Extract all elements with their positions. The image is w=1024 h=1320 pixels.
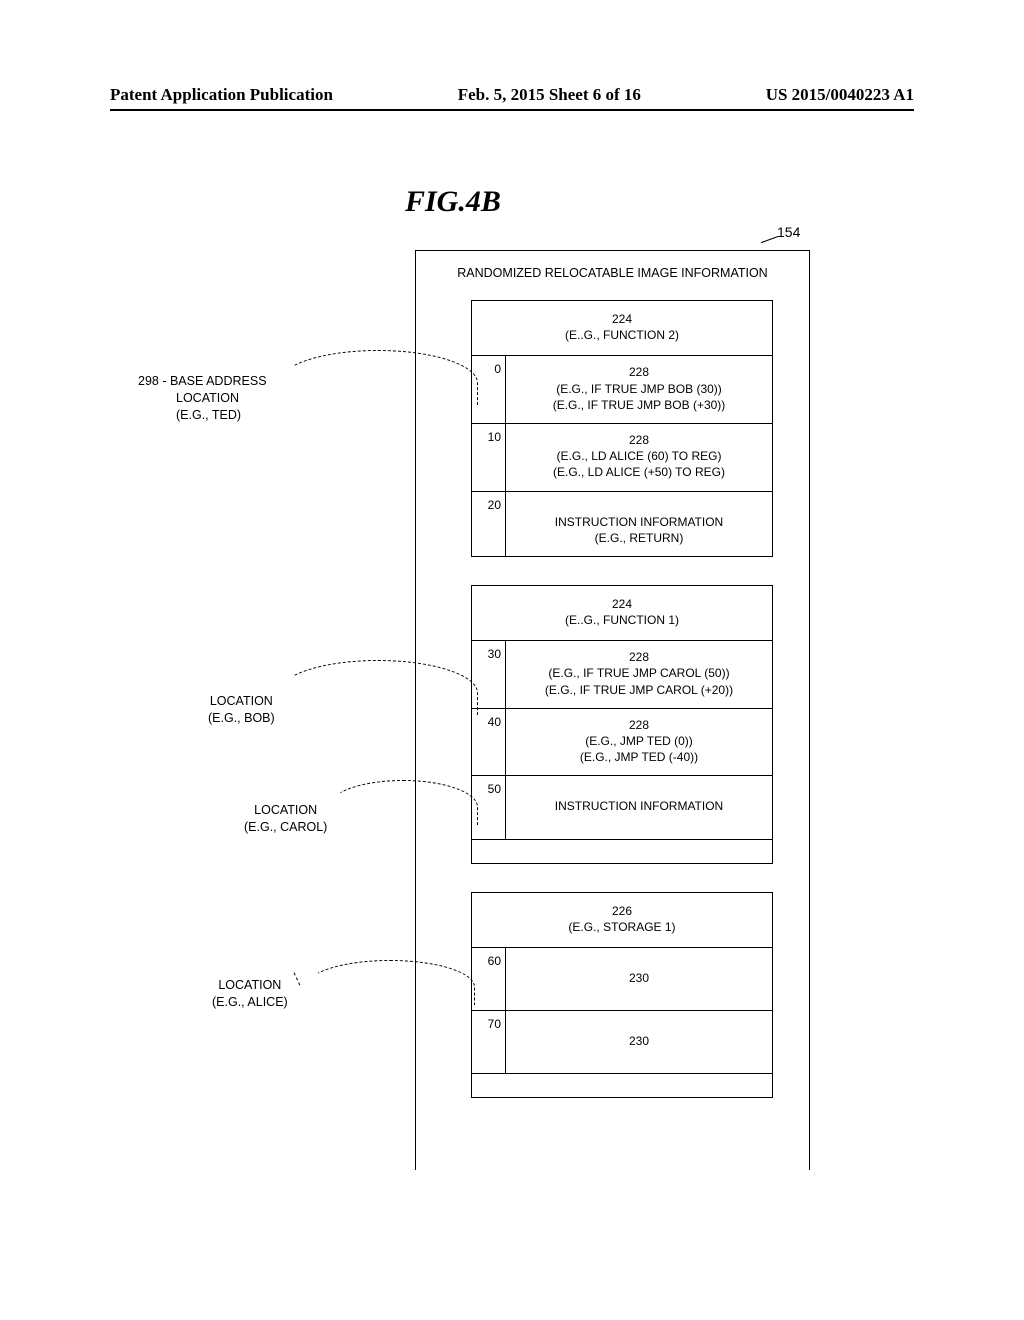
label-298-base-address: 298 - BASE ADDRESS LOCATION (E.G., TED) [138,373,267,424]
label-bob: LOCATION (E.G., BOB) [208,693,275,727]
section-ref-label: (E..G., FUNCTION 2) [565,328,679,342]
ref-num: 230 [629,971,649,985]
offset-cell: 60 [472,948,506,1010]
table-row: 20 INSTRUCTION INFORMATION (E.G., RETURN… [472,491,772,556]
content-cell: 230 [506,948,772,1010]
label-line: (E.G., BOB) [208,711,275,725]
label-line: (E.G., ALICE) [212,995,288,1009]
label-line: LOCATION [218,978,281,992]
instr-line: (E.G., LD ALICE (60) TO REG) [557,449,722,463]
instr-line: (E.G., JMP TED (0)) [585,734,693,748]
instr-line: INSTRUCTION INFORMATION [555,799,723,813]
section-ref-label: (E..G., FUNCTION 1) [565,613,679,627]
figure-title: FIG.4B [405,185,501,219]
instr-line: (E.G., IF TRUE JMP BOB (30)) [556,382,722,396]
connector-arc-alice [305,960,475,1005]
ref-154-leader [761,236,778,243]
section-function-2: 224 (E..G., FUNCTION 2) 0 228 (E.G., IF … [471,300,773,557]
content-cell: INSTRUCTION INFORMATION (E.G., RETURN) [506,492,772,556]
instr-line: (E.G., IF TRUE JMP CAROL (50)) [548,666,729,680]
instr-line: (E.G., RETURN) [595,531,684,545]
main-title: RANDOMIZED RELOCATABLE IMAGE INFORMATION [416,251,809,300]
table-row: 10 228 (E.G., LD ALICE (60) TO REG) (E.G… [472,423,772,491]
label-line: 298 - BASE ADDRESS [138,374,267,388]
section-tail-space [472,1073,772,1097]
table-row: 30 228 (E.G., IF TRUE JMP CAROL (50)) (E… [472,640,772,708]
header-left: Patent Application Publication [110,85,333,105]
instr-line: (E.G., IF TRUE JMP CAROL (+20)) [545,683,733,697]
section-header: 226 (E.G., STORAGE 1) [472,893,772,947]
section-ref-label: (E.G., STORAGE 1) [568,920,675,934]
section-storage-1: 226 (E.G., STORAGE 1) 60 230 70 230 [471,892,773,1099]
content-cell: 230 [506,1011,772,1073]
ref-num: 228 [629,433,649,447]
offset-cell: 20 [472,492,506,556]
table-row: 60 230 [472,947,772,1010]
label-line: (E.G., CAROL) [244,820,327,834]
instr-line: INSTRUCTION INFORMATION [555,515,723,529]
header-right: US 2015/0040223 A1 [766,85,914,105]
label-line: LOCATION [210,694,273,708]
section-tail-space [472,839,772,863]
label-line: LOCATION [254,803,317,817]
content-cell: 228 (E.G., IF TRUE JMP BOB (30)) (E.G., … [506,356,772,423]
ref-num: 228 [629,650,649,664]
table-row: 40 228 (E.G., JMP TED (0)) (E.G., JMP TE… [472,708,772,776]
offset-cell: 70 [472,1011,506,1073]
instr-line: (E.G., JMP TED (-40)) [580,750,698,764]
ref-154: 154 [777,224,800,240]
table-row: 50 INSTRUCTION INFORMATION [472,775,772,838]
ref-num: 228 [629,365,649,379]
label-line: (E.G., TED) [138,408,241,422]
section-ref-num: 224 [612,597,632,611]
section-stack: 224 (E..G., FUNCTION 2) 0 228 (E.G., IF … [471,300,773,1098]
label-alice: LOCATION (E.G., ALICE) [212,977,288,1011]
section-header: 224 (E..G., FUNCTION 1) [472,586,772,640]
content-cell: 228 (E.G., IF TRUE JMP CAROL (50)) (E.G.… [506,641,772,708]
ref-num: 228 [629,718,649,732]
content-cell: 228 (E.G., JMP TED (0)) (E.G., JMP TED (… [506,709,772,776]
table-row: 0 228 (E.G., IF TRUE JMP BOB (30)) (E.G.… [472,355,772,423]
header-rule [110,109,914,111]
content-cell: 228 (E.G., LD ALICE (60) TO REG) (E.G., … [506,424,772,491]
label-line: LOCATION [138,391,239,405]
label-carol: LOCATION (E.G., CAROL) [244,802,327,836]
content-cell: INSTRUCTION INFORMATION [506,776,772,838]
offset-cell: 40 [472,709,506,776]
page-header: Patent Application Publication Feb. 5, 2… [110,85,914,105]
offset-cell: 10 [472,424,506,491]
section-ref-num: 226 [612,904,632,918]
section-ref-num: 224 [612,312,632,326]
instr-line: (E.G., IF TRUE JMP BOB (+30)) [553,398,726,412]
section-header: 224 (E..G., FUNCTION 2) [472,301,772,355]
section-function-1: 224 (E..G., FUNCTION 1) 30 228 (E.G., IF… [471,585,773,864]
ref-num: 230 [629,1034,649,1048]
connector-arc-carol [328,780,478,825]
table-row: 70 230 [472,1010,772,1073]
header-center: Feb. 5, 2015 Sheet 6 of 16 [458,85,641,105]
instr-line: (E.G., LD ALICE (+50) TO REG) [553,465,725,479]
